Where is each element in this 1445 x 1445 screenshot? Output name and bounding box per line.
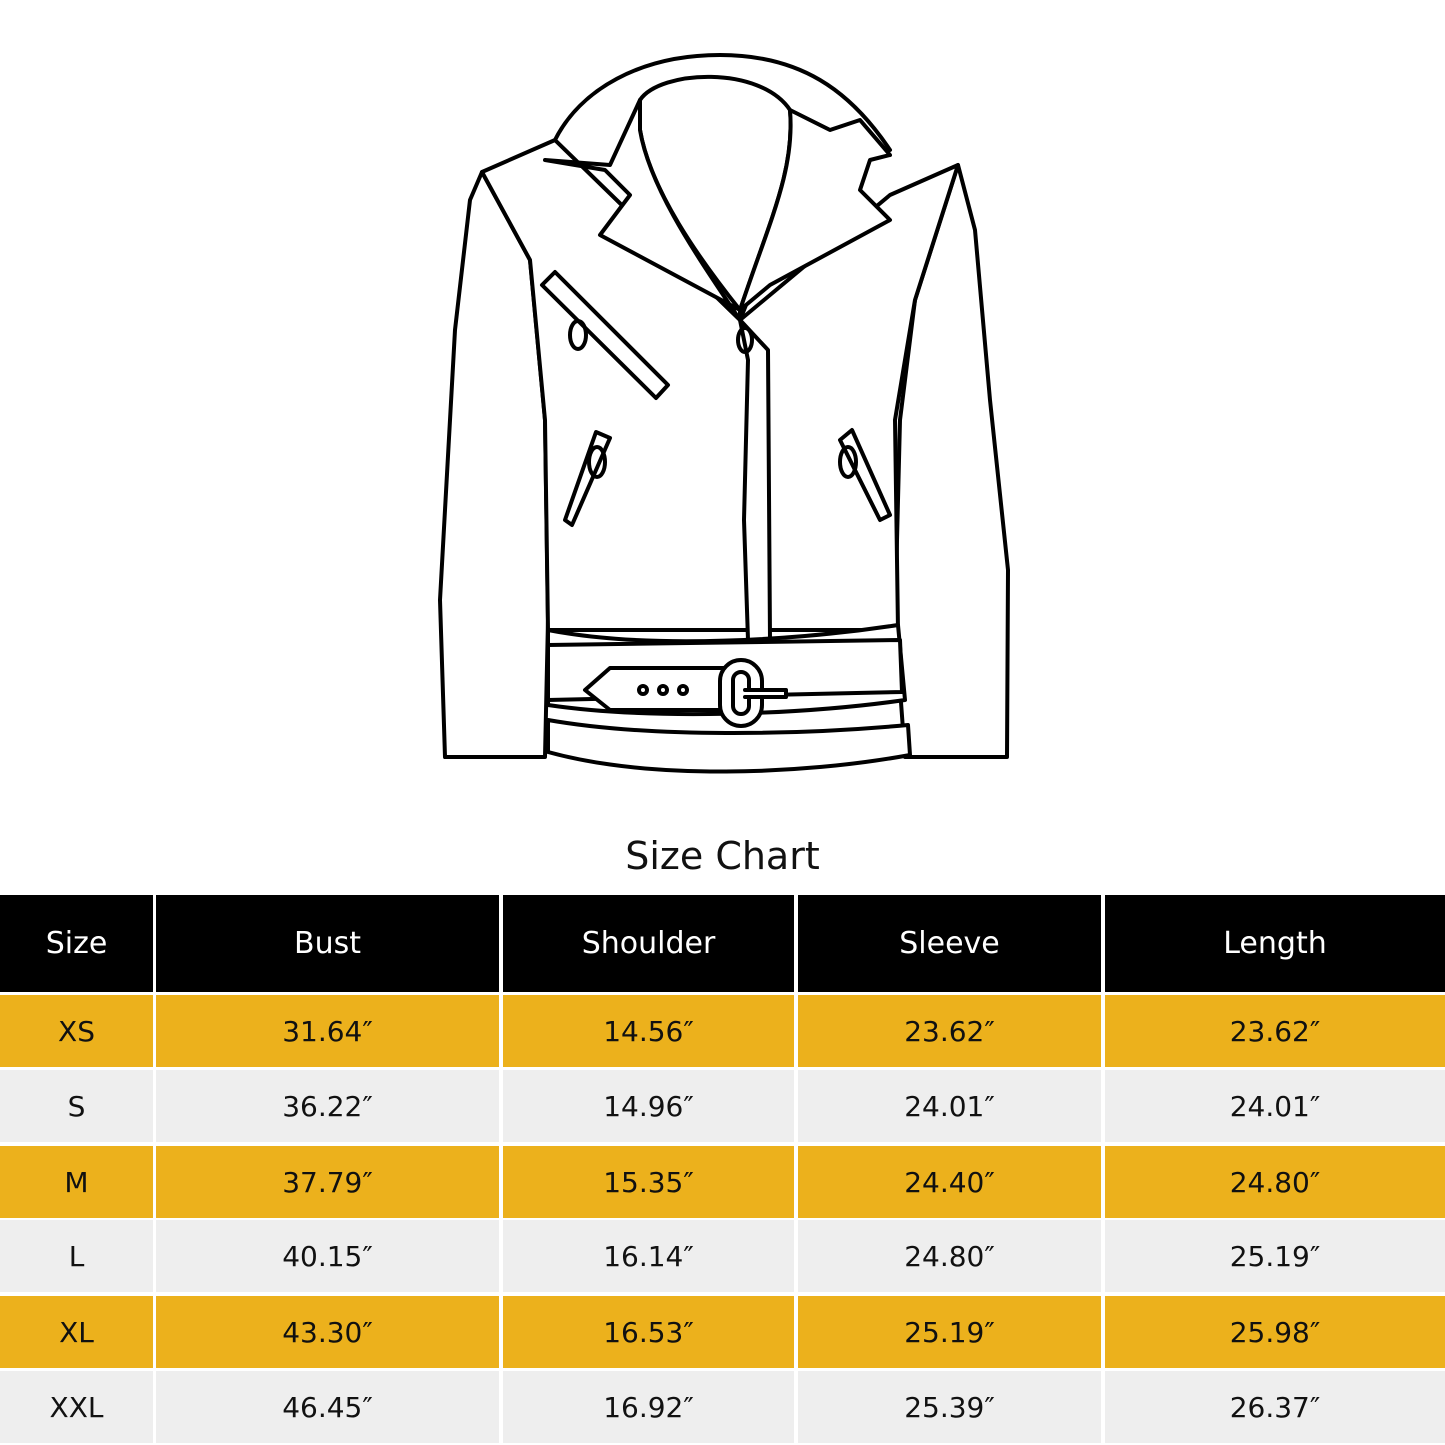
table-row: L 40.15″ 16.14″ 24.80″ 25.19″	[0, 1220, 1445, 1292]
cell-shoulder: 16.14″	[503, 1220, 794, 1292]
cell-sleeve: 23.62″	[798, 995, 1101, 1067]
cell-size: S	[0, 1070, 153, 1142]
cell-length: 23.62″	[1105, 995, 1445, 1067]
cell-shoulder: 16.92″	[503, 1371, 794, 1443]
cell-length: 25.19″	[1105, 1220, 1445, 1292]
cell-bust: 46.45″	[156, 1371, 499, 1443]
cell-length: 25.98″	[1105, 1296, 1445, 1368]
header-bust: Bust	[156, 895, 499, 992]
table-row: M 37.79″ 15.35″ 24.40″ 24.80″	[0, 1146, 1445, 1218]
cell-sleeve: 25.39″	[798, 1371, 1101, 1443]
size-chart-title: Size Chart	[625, 834, 820, 878]
cell-length: 26.37″	[1105, 1371, 1445, 1443]
cell-shoulder: 16.53″	[503, 1296, 794, 1368]
cell-sleeve: 24.40″	[798, 1146, 1101, 1218]
cell-shoulder: 14.56″	[503, 995, 794, 1067]
cell-bust: 31.64″	[156, 995, 499, 1067]
header-shoulder: Shoulder	[503, 895, 794, 992]
table-row: XL 43.30″ 16.53″ 25.19″ 25.98″	[0, 1296, 1445, 1368]
table-header-row: Size Bust Shoulder Sleeve Length	[0, 895, 1445, 992]
table-row: S 36.22″ 14.96″ 24.01″ 24.01″	[0, 1070, 1445, 1142]
header-size: Size	[0, 895, 153, 992]
cell-size: M	[0, 1146, 153, 1218]
cell-sleeve: 24.80″	[798, 1220, 1101, 1292]
cell-length: 24.80″	[1105, 1146, 1445, 1218]
cell-bust: 40.15″	[156, 1220, 499, 1292]
cell-size: XXL	[0, 1371, 153, 1443]
cell-bust: 43.30″	[156, 1296, 499, 1368]
jacket-illustration	[438, 53, 1010, 774]
cell-sleeve: 24.01″	[798, 1070, 1101, 1142]
header-sleeve: Sleeve	[798, 895, 1101, 992]
cell-shoulder: 15.35″	[503, 1146, 794, 1218]
cell-bust: 37.79″	[156, 1146, 499, 1218]
cell-shoulder: 14.96″	[503, 1070, 794, 1142]
cell-sleeve: 25.19″	[798, 1296, 1101, 1368]
table-row: XXL 46.45″ 16.92″ 25.39″ 26.37″	[0, 1371, 1445, 1443]
cell-bust: 36.22″	[156, 1070, 499, 1142]
cell-length: 24.01″	[1105, 1070, 1445, 1142]
table-row: XS 31.64″ 14.56″ 23.62″ 23.62″	[0, 995, 1445, 1067]
cell-size: XL	[0, 1296, 153, 1368]
header-length: Length	[1105, 895, 1445, 992]
cell-size: L	[0, 1220, 153, 1292]
cell-size: XS	[0, 995, 153, 1067]
